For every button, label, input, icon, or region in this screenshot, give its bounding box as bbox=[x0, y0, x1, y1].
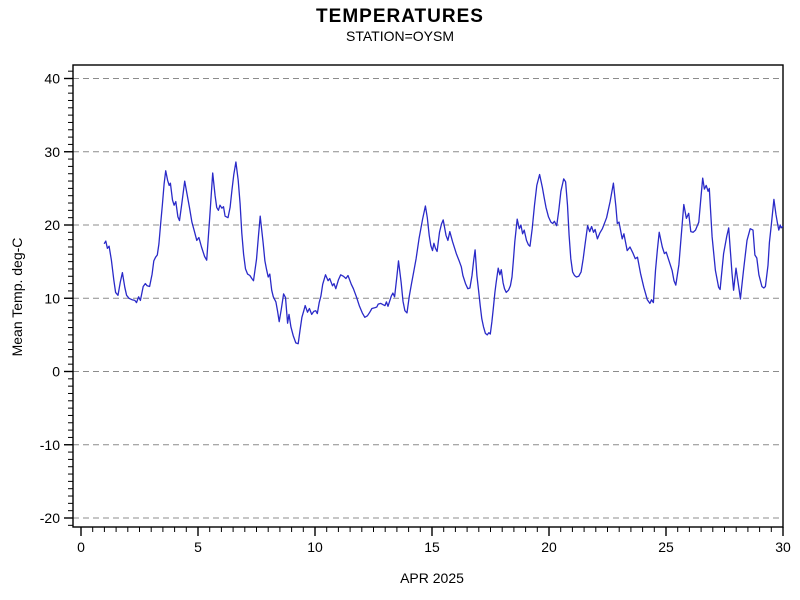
x-tick-label: 0 bbox=[77, 539, 85, 555]
y-tick-label: 0 bbox=[52, 364, 60, 380]
x-tick-label: 25 bbox=[658, 539, 674, 555]
y-tick-label: -20 bbox=[40, 510, 60, 526]
plot-frame bbox=[72, 64, 784, 528]
y-tick-label: 30 bbox=[44, 144, 60, 160]
x-tick-label: 30 bbox=[775, 539, 791, 555]
x-tick-label: 10 bbox=[307, 539, 323, 555]
chart-subtitle: STATION=OYSM bbox=[346, 28, 454, 44]
y-tick-label: -10 bbox=[40, 437, 60, 453]
x-tick-label: 15 bbox=[424, 539, 440, 555]
y-tick-label: 40 bbox=[44, 71, 60, 87]
y-tick-label: 10 bbox=[44, 290, 60, 306]
y-tick-label: 20 bbox=[44, 217, 60, 233]
chart-title: TEMPERATURES bbox=[316, 6, 484, 27]
temperature-line bbox=[103, 161, 784, 345]
x-tick-label: 5 bbox=[194, 539, 202, 555]
x-axis-label: APR 2025 bbox=[400, 570, 464, 586]
x-tick-label: 20 bbox=[541, 539, 557, 555]
